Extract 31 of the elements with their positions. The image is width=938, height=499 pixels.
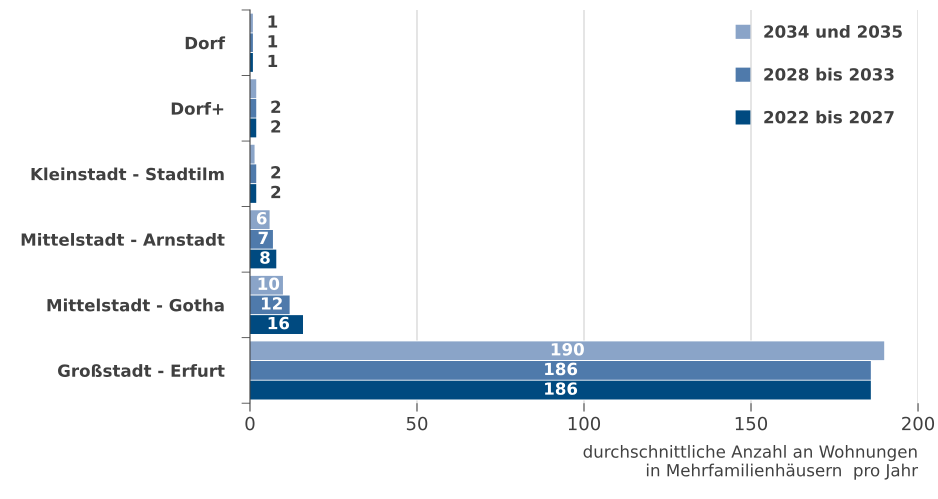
data-label: 2 — [271, 166, 280, 178]
x-axis-title: durchschnittliche Anzahl an Wohnungen in Mehrfamilienhäusern pro Jahr — [584, 444, 918, 480]
x-tick-label: 100 — [568, 416, 600, 430]
data-label: 1 — [268, 54, 278, 68]
x-tick-label: 50 — [406, 416, 428, 430]
data-label: 2 — [271, 186, 280, 198]
legend-label: 2022 bis 2027 — [764, 110, 894, 124]
data-label: 186 — [545, 382, 578, 395]
data-label: 1 — [268, 35, 278, 48]
y-tick-label: Kleinstadt - Stadtilm — [32, 167, 224, 180]
data-label: 8 — [260, 251, 270, 264]
y-tick-label: Mittelstadt - Arnstadt — [22, 233, 225, 246]
y-tick-label: Dorf+ — [172, 102, 224, 115]
y-tick-label: Großstadt - Erfurt — [58, 364, 225, 377]
data-label: 12 — [262, 297, 282, 310]
data-label: 10 — [258, 277, 280, 290]
data-label: 2 — [271, 120, 280, 133]
data-label: 186 — [545, 362, 578, 376]
data-label: 190 — [552, 342, 584, 356]
y-tick-label: Dorf — [186, 36, 226, 50]
data-label: 1 — [268, 16, 278, 28]
legend-label: 2028 bis 2033 — [764, 68, 894, 81]
x-tick-label: 200 — [902, 416, 934, 430]
y-tick-label: Mittelstadt - Gotha — [48, 298, 224, 312]
legend-label: 2034 und 2035 — [764, 24, 902, 38]
data-label: 2 — [271, 100, 280, 113]
data-label: 6 — [256, 212, 267, 225]
x-tick-label: 150 — [736, 416, 768, 430]
x-tick-label: 0 — [245, 416, 255, 430]
data-label: 16 — [268, 316, 290, 330]
data-label: 7 — [258, 232, 268, 244]
